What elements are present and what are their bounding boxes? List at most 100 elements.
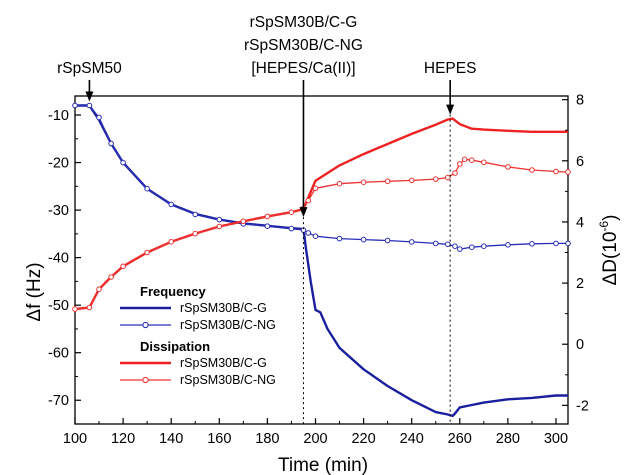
series-point-3 [168, 239, 174, 245]
y2-tick-label: 8 [576, 93, 584, 109]
series-point-1 [108, 140, 114, 147]
series-point-3 [72, 306, 78, 312]
series-point-3 [108, 274, 114, 280]
series-point-3 [469, 157, 475, 163]
series-point-3 [384, 178, 391, 185]
annotation-label-adsorption: [HEPES/Ca(II)] [251, 60, 355, 77]
series-point-1 [336, 235, 343, 242]
y-tick-label: -50 [48, 298, 69, 314]
series-point-3 [240, 218, 247, 225]
y-tick-label: -60 [48, 346, 69, 362]
y2-tick-label: 2 [576, 276, 584, 292]
legend-swatch-marker [142, 376, 149, 384]
legend-heading: Dissipation [140, 339, 210, 354]
series-point-3 [408, 177, 415, 184]
plot-frame [74, 95, 569, 425]
series-point-1 [312, 233, 319, 239]
x-axis-title: Time (min) [278, 455, 368, 475]
series-point-3 [216, 223, 223, 230]
series-point-3 [445, 174, 451, 181]
series-point-1 [565, 240, 571, 247]
series-point-1 [86, 102, 93, 109]
x-tick-label: 120 [111, 431, 135, 447]
series-point-1 [120, 159, 126, 166]
series-point-3 [481, 159, 487, 166]
series-point-3 [312, 185, 319, 192]
y2-tick-label: 4 [576, 215, 584, 231]
series-point-1 [360, 236, 367, 243]
series-point-1 [457, 246, 463, 252]
x-tick-label: 160 [207, 431, 231, 447]
x-tick-label: 260 [448, 431, 472, 447]
series-point-1 [384, 237, 391, 244]
y-tick-label: -40 [48, 251, 69, 267]
legend-entry-label: rSpSM30B/C-NG [180, 318, 276, 332]
y2-axis-title: ΔD(10-6) [597, 215, 621, 286]
x-tick-label: 180 [255, 431, 279, 447]
series-point-3 [192, 230, 198, 237]
series-point-3 [288, 209, 295, 215]
y-tick-label: -70 [48, 393, 69, 409]
annotation-label-adsorption: rSpSM30B/C-NG [244, 37, 363, 54]
y-tick-label: -10 [48, 108, 69, 124]
series-point-3 [505, 164, 511, 170]
series-point-1 [168, 201, 174, 208]
series-point-1 [264, 223, 271, 229]
series-point-3 [264, 213, 271, 220]
series-point-1 [452, 243, 458, 249]
annotation-label-hepes: HEPES [424, 60, 477, 77]
series-point-3 [529, 167, 535, 173]
y-tick-label: -30 [48, 203, 69, 219]
series-point-3 [120, 263, 126, 270]
series-point-3 [144, 249, 150, 256]
legend-entry-label: rSpSM30B/C-G [180, 356, 267, 370]
y2-axis-title-main: ΔD(10 [600, 232, 621, 286]
series-point-3 [432, 176, 439, 182]
series-point-3 [96, 286, 102, 293]
x-tick-label: 140 [159, 431, 183, 447]
series-point-1 [553, 240, 559, 247]
x-tick-label: 100 [63, 431, 87, 447]
series-point-1 [481, 243, 487, 249]
y2-axis-title-close: ) [600, 215, 621, 221]
series-point-1 [288, 225, 295, 232]
ticks-layer: 100 120 140 160 180 200 220 240 260 280 300-70-60-… [48, 93, 589, 447]
series-point-3 [553, 168, 559, 175]
series-point-3 [86, 304, 93, 311]
legend-swatch-marker [142, 321, 149, 329]
y2-tick-label: 6 [576, 154, 584, 170]
series-point-3 [565, 169, 571, 175]
series-point-1 [469, 244, 475, 250]
series-point-1 [216, 216, 223, 223]
x-tick-label: 200 [303, 431, 327, 447]
series-point-1 [445, 241, 451, 248]
series-point-1 [144, 185, 150, 192]
series-point-3 [461, 156, 468, 163]
series-layer [72, 102, 571, 418]
y2-axis-title-exponent: -6 [597, 221, 611, 232]
x-tick-label: 240 [400, 431, 424, 447]
series-point-3 [452, 170, 458, 176]
annotation-layer: rSpSM50 rSpSM30B/C-G rSpSM30B/C-NG [HEPES/C… [57, 14, 476, 424]
series-point-1 [505, 242, 511, 248]
x-tick-label: 280 [496, 431, 520, 447]
legend-heading: Frequency [140, 284, 207, 299]
series-point-3 [336, 180, 343, 187]
annotation-arrow-head [446, 104, 455, 115]
x-tick-label: 220 [351, 431, 375, 447]
series-point-1 [72, 102, 78, 109]
x-tick-label: 300 [544, 431, 568, 447]
annotation-arrow-head [85, 91, 94, 102]
y-tick-label: -20 [48, 156, 69, 172]
annotation-arrow-head [299, 207, 308, 218]
legend: Frequency rSpSM30B/C-G rSpSM30B/C-NG Dissip… [120, 284, 276, 387]
series-point-1 [305, 230, 312, 236]
annotation-label-adsorption: rSpSM30B/C-G [250, 14, 358, 31]
y2-tick-label: -2 [576, 398, 589, 414]
legend-entry-label: rSpSM30B/C-G [180, 301, 267, 315]
legend-entry-label: rSpSM30B/C-NG [180, 373, 276, 387]
y2-tick-label: 0 [576, 337, 584, 353]
series-point-1 [529, 241, 535, 247]
y-axis-title: Δf (Hz) [24, 262, 45, 321]
